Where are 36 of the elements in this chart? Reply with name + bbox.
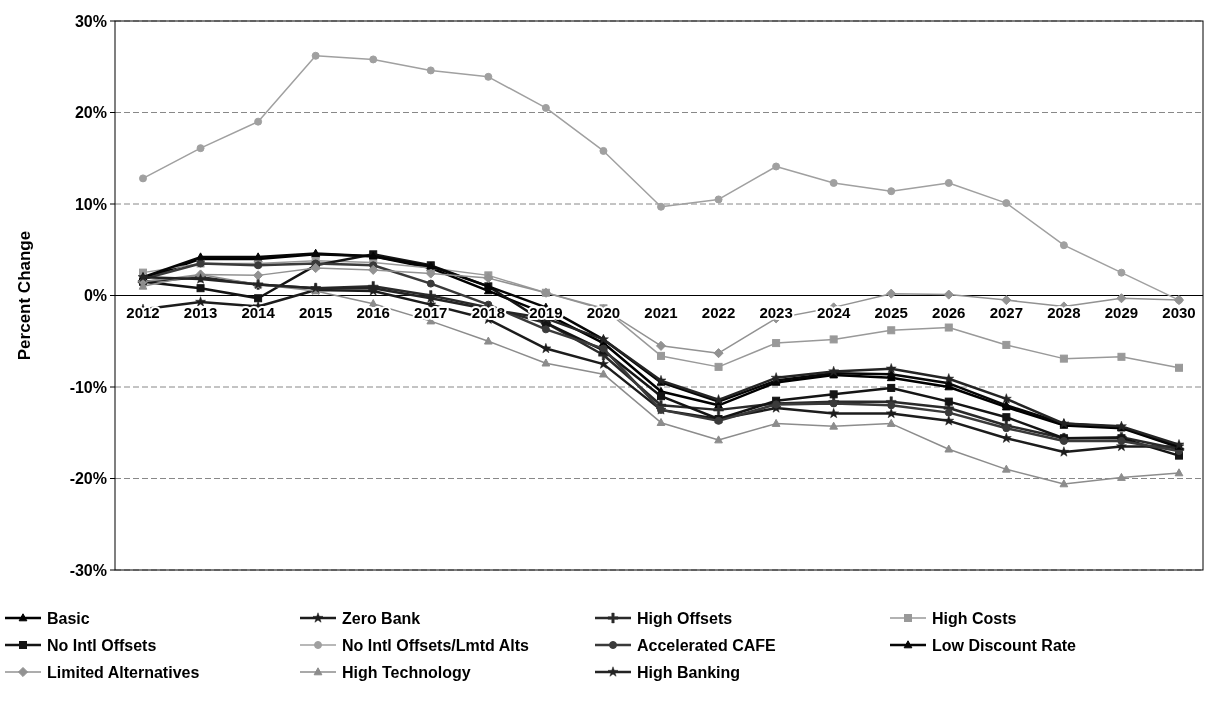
legend-label: Basic [47,609,90,627]
x-tick-label: 2016 [356,303,390,321]
x-tick-label: 2022 [701,303,736,321]
y-axis-title: Percent Change [15,230,34,361]
y-tick-label: 30% [74,12,107,30]
legend-label: No Intl Offsets/Lmtd Alts [342,636,530,654]
legend-label: Accelerated CAFE [637,636,777,654]
y-tick-label: -10% [69,378,107,396]
x-tick-label: 2020 [586,303,621,321]
x-tick-label: 2024 [816,303,852,321]
x-tick-label: 2025 [874,303,908,321]
y-tick-label: 20% [74,104,107,122]
x-tick-label: 2029 [1104,303,1139,321]
x-tick-label: 2013 [183,303,218,321]
legend-label: Limited Alternatives [47,663,200,681]
legend-label: High Technology [342,663,471,681]
x-tick-label: 2030 [1162,303,1196,321]
x-tick-label: 2021 [644,303,678,321]
x-tick-label: 2014 [241,303,276,321]
y-tick-label: -20% [69,470,107,488]
legend-label: No Intl Offsets [47,636,157,654]
y-tick-label: 10% [74,195,107,213]
x-tick-label: 2017 [414,303,448,321]
x-tick-label: 2015 [298,303,333,321]
legend-label: Zero Bank [342,609,421,627]
legend-label: High Offsets [637,609,733,627]
x-tick-label: 2023 [759,303,793,321]
x-tick-label: 2027 [989,303,1024,321]
y-tick-label: -30% [69,561,107,579]
x-tick-label: 2012 [126,303,160,321]
legend-label: High Costs [932,609,1017,627]
x-tick-label: 2026 [932,303,966,321]
y-tick-label: 0% [83,287,107,305]
legend-label: Low Discount Rate [932,636,1077,654]
legend-label: High Banking [637,663,741,681]
x-tick-label: 2028 [1047,303,1081,321]
